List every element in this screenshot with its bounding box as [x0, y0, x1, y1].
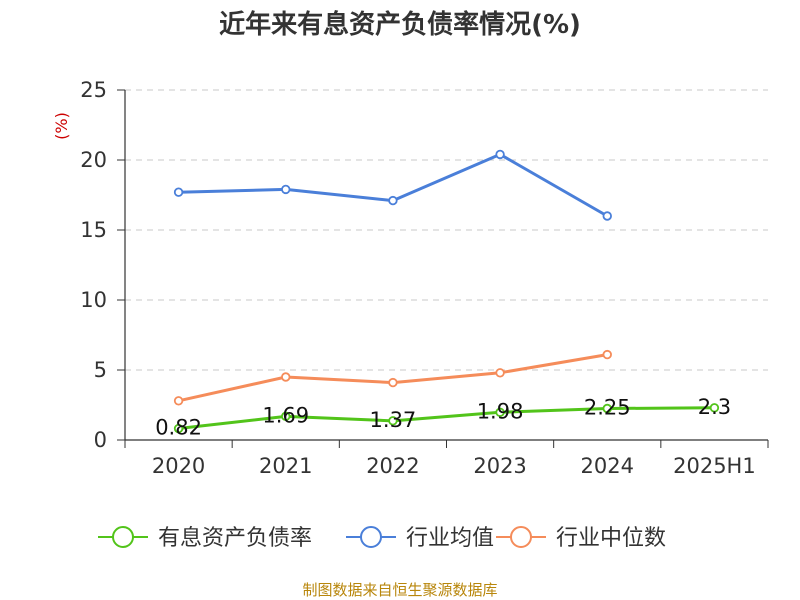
data-labels: 0.82 1.69 1.37 1.98 2.25 2.3 — [155, 395, 731, 440]
grid-lines — [125, 89, 768, 371]
data-point — [281, 372, 291, 382]
y-tick-label: 15 — [80, 218, 107, 242]
legend-marker — [510, 526, 532, 548]
data-point — [281, 184, 291, 195]
series-lines — [173, 149, 720, 434]
y-tick-label: 5 — [94, 358, 107, 382]
data-label: 1.37 — [370, 408, 417, 432]
data-label: 2.3 — [698, 395, 731, 419]
legend-label: 行业中位数 — [556, 526, 666, 551]
x-tick-label: 2024 — [581, 454, 634, 478]
source-note: 制图数据来自恒生聚源数据库 — [302, 581, 497, 599]
x-tick-label: 2020 — [152, 454, 205, 478]
legend-marker — [360, 526, 382, 548]
series-line — [178, 406, 715, 431]
data-label: 1.98 — [477, 399, 524, 423]
data-point — [173, 396, 184, 406]
data-label: 1.69 — [262, 403, 309, 427]
data-point — [173, 187, 184, 197]
data-point — [602, 211, 612, 221]
x-tick-label: 2023 — [473, 454, 526, 478]
y-tick-label: 20 — [80, 148, 107, 172]
data-point — [281, 411, 291, 422]
data-point — [602, 349, 612, 360]
x-tick-label: 2025H1 — [673, 454, 756, 478]
data-point — [388, 377, 398, 388]
x-tick-label: 2021 — [259, 454, 312, 478]
data-point — [388, 416, 398, 426]
data-point — [602, 403, 612, 414]
data-point — [388, 195, 398, 206]
x-tick-label: 2022 — [366, 454, 419, 478]
axes: 0 5 10 15 20 25 2020 2021 2022 2023 2024 2025H1 — [80, 78, 769, 478]
y-tick-label: 10 — [80, 288, 107, 312]
chart-title: 近年来有息资产负债率情况(%) — [219, 9, 581, 40]
legend-label: 行业均值 — [406, 526, 494, 551]
y-tick-label: 0 — [94, 428, 107, 452]
data-point — [495, 407, 505, 417]
legend-label: 有息资产负债率 — [158, 526, 312, 551]
data-point — [495, 368, 505, 378]
data-point — [709, 403, 720, 413]
legend-marker — [112, 526, 134, 548]
data-label: 2.25 — [584, 396, 631, 420]
legend: 有息资产负债率 行业均值 行业中位数 — [98, 526, 666, 551]
series-line — [178, 353, 608, 403]
data-point — [495, 149, 505, 160]
data-label: 0.82 — [155, 416, 202, 440]
y-tick-label: 25 — [80, 78, 107, 102]
y-axis-unit: (%) — [52, 112, 71, 140]
series-line — [178, 152, 608, 218]
data-point — [173, 423, 184, 434]
